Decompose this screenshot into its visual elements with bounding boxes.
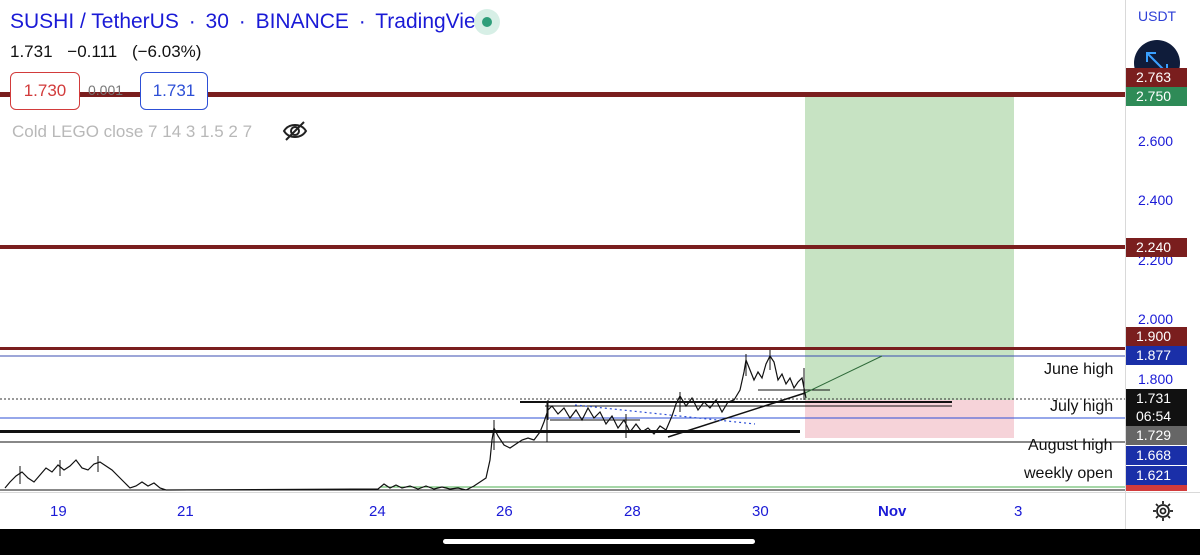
home-bar	[0, 529, 1200, 555]
live-status-icon	[474, 9, 500, 35]
time-label: 28	[624, 503, 641, 520]
tag-top-hidden: 2.763	[1126, 68, 1187, 87]
time-label: 3	[1014, 503, 1023, 520]
time-label: 24	[369, 503, 386, 520]
label-july-high: July high	[1050, 398, 1114, 415]
platform: TradingView	[375, 10, 491, 33]
trendline	[667, 392, 806, 438]
tag-bottom-red	[1126, 485, 1187, 491]
tag-target: 2.750	[1126, 87, 1187, 106]
symbol-title[interactable]: SUSHI / TetherUS · 30 · BINANCE · Tradin…	[10, 10, 495, 34]
projection-line	[804, 355, 883, 394]
candle-wicks	[19, 350, 805, 484]
tag-1900: 1.900	[1126, 327, 1187, 346]
tick-2400: 2.400	[1138, 192, 1174, 208]
time-axis[interactable]: 19 21 24 26 28 30 Nov 3	[0, 492, 1125, 530]
time-label: 26	[496, 503, 513, 520]
spread-value: 0.001	[88, 82, 124, 98]
gear-icon[interactable]	[1125, 492, 1200, 530]
label-weekly-open: weekly open	[1024, 465, 1113, 482]
separator: ·	[358, 10, 366, 33]
interval[interactable]: 30	[205, 10, 229, 33]
chart-area[interactable]: SUSHI / TetherUS · 30 · BINANCE · Tradin…	[0, 0, 1125, 492]
level-2240	[0, 245, 1125, 249]
home-indicator[interactable]	[443, 539, 755, 544]
candles	[4, 354, 807, 491]
tag-august-high: 1.668	[1126, 446, 1187, 465]
tick-1800: 1.800	[1138, 371, 1174, 387]
label-august-high: August high	[1028, 437, 1113, 454]
tag-last-price: 1.731	[1126, 389, 1187, 408]
indicator-legend[interactable]: Cold LEGO close 7 14 3 1.5 2 7	[12, 122, 253, 141]
time-label: 19	[50, 503, 67, 520]
time-label: 21	[177, 503, 194, 520]
tick-2000: 2.000	[1138, 311, 1174, 327]
eye-off-icon[interactable]	[282, 120, 308, 147]
tag-countdown: 06:54	[1126, 407, 1187, 426]
time-label: 30	[752, 503, 769, 520]
last-price: 1.731	[10, 42, 53, 61]
dotted-trendline	[574, 404, 756, 425]
currency-selector[interactable]: USDT	[1138, 8, 1177, 24]
price-readout: 1.731 −0.111 (−6.03%)	[10, 42, 211, 62]
tick-2600: 2.600	[1138, 133, 1174, 149]
level-1900	[0, 347, 1125, 350]
price-change: −0.111	[67, 42, 118, 61]
label-june-high: June high	[1044, 361, 1114, 378]
price-chart[interactable]	[0, 0, 1125, 492]
level-2750	[0, 92, 1125, 97]
buy-button[interactable]: 1.731	[140, 72, 208, 110]
symbol-name[interactable]: SUSHI / TetherUS	[10, 10, 179, 33]
separator: ·	[188, 10, 196, 33]
tag-weekly-open: 1.621	[1126, 466, 1187, 485]
price-change-pct: (−6.03%)	[131, 42, 202, 61]
sell-button[interactable]: 1.730	[10, 72, 80, 110]
august-level-thick	[0, 430, 800, 433]
tag-stop: 1.729	[1126, 426, 1187, 445]
separator: ·	[238, 10, 246, 33]
tag-june-high: 1.877	[1126, 346, 1187, 365]
exchange: BINANCE	[255, 10, 349, 33]
tag-2240: 2.240	[1126, 238, 1187, 257]
time-label-month: Nov	[878, 503, 907, 520]
